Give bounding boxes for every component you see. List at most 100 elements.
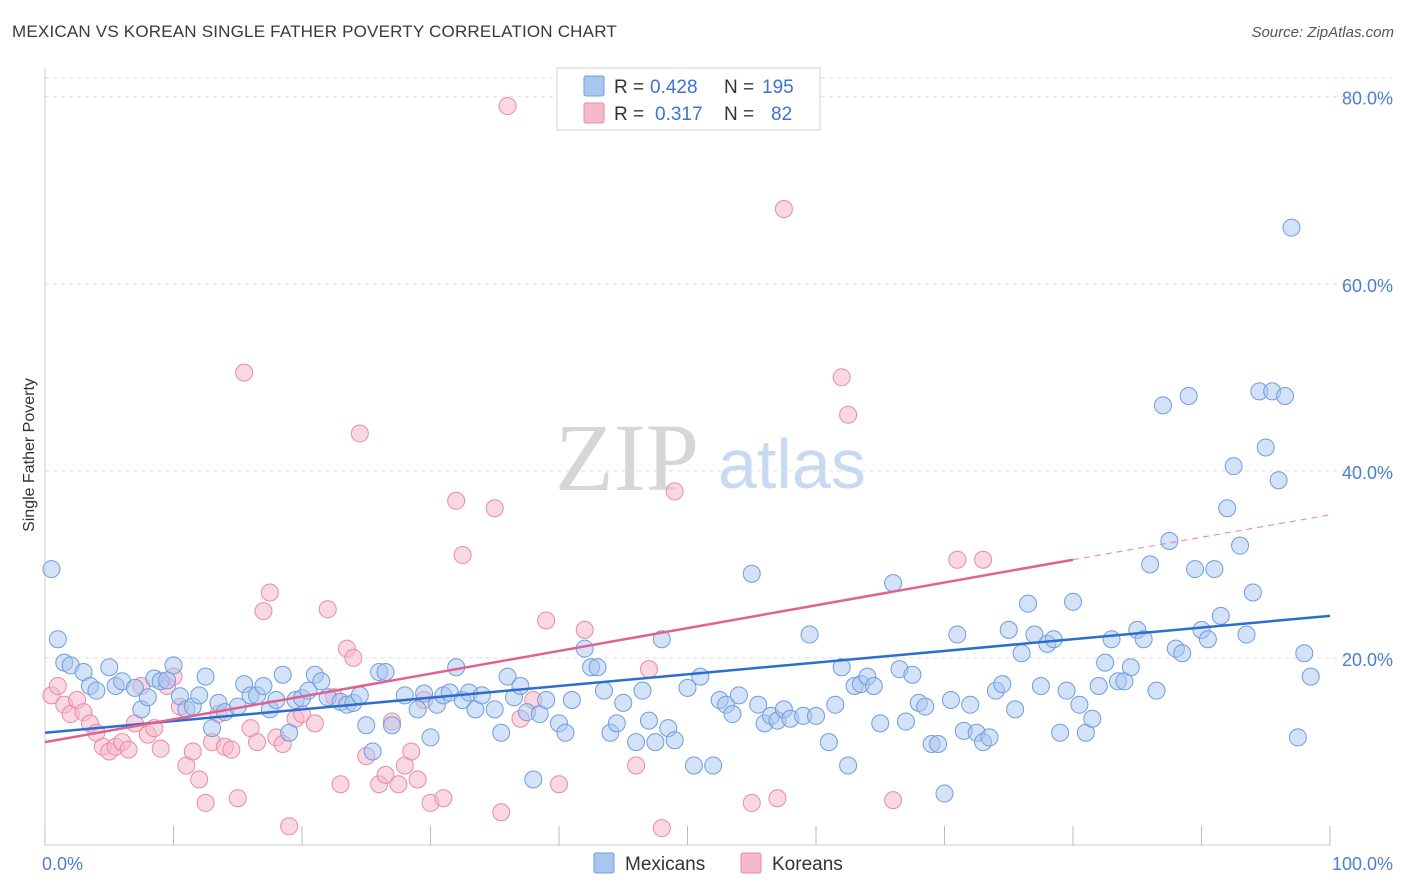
mexican-point-16 (164, 656, 183, 675)
mexican-point-75 (588, 658, 607, 677)
koreans-trend-extension (1072, 514, 1331, 561)
legend-r-label-koreans: R = (614, 104, 644, 125)
y-axis-label: Single Father Poverty (21, 378, 38, 532)
axes-layer (44, 68, 1331, 846)
korean-point-65 (537, 611, 556, 630)
mexican-point-159 (1173, 644, 1192, 663)
mexicans-points (42, 218, 1320, 803)
mexican-point-10 (125, 678, 144, 697)
mexican-point-94 (729, 686, 748, 705)
mexican-point-105 (819, 733, 838, 752)
korean-point-75 (832, 368, 851, 387)
korean-point-71 (665, 482, 684, 501)
mexican-point-65 (511, 676, 530, 695)
mexican-point-148 (1102, 630, 1121, 649)
mexican-point-84 (652, 630, 671, 649)
y-tick-label-20: 20.0% (1342, 650, 1393, 670)
korean-point-76 (839, 405, 858, 424)
mexican-point-20 (190, 686, 209, 705)
mexican-point-69 (537, 691, 556, 710)
x-tick-label-max: 100.0% (1332, 854, 1393, 874)
korean-point-49 (376, 765, 395, 784)
legend-n-value-koreans: 82 (771, 104, 792, 125)
mexican-point-163 (1198, 630, 1217, 649)
mexican-point-43 (350, 686, 369, 705)
mexican-point-117 (903, 665, 922, 684)
koreans-trend-line (44, 558, 1074, 744)
mexican-point-113 (871, 714, 890, 733)
legend-r-label-mexicans: R = (614, 77, 644, 98)
y-tick-label-60: 60.0% (1342, 276, 1393, 296)
mexican-point-123 (941, 691, 960, 710)
mexicans-trend-line (44, 614, 1331, 735)
korean-point-29 (228, 789, 247, 808)
mexican-point-153 (1134, 630, 1153, 649)
korean-point-45 (344, 648, 363, 667)
mexican-point-137 (1031, 676, 1050, 695)
y-tick-label-40: 40.0% (1342, 463, 1393, 483)
legend-r-value-mexicans: 0.428 (650, 77, 698, 98)
mexican-point-131 (993, 675, 1012, 694)
mexican-point-107 (832, 658, 851, 677)
bottom-legend-label-koreans: Koreans (772, 854, 843, 875)
mexican-point-143 (1070, 695, 1089, 714)
korean-point-1 (48, 676, 67, 695)
mexican-point-154 (1141, 555, 1160, 574)
legend-swatch-koreans (583, 102, 605, 124)
mexican-point-71 (556, 723, 575, 742)
mexican-point-45 (363, 742, 382, 761)
mexican-point-170 (1243, 583, 1262, 602)
korean-point-34 (260, 583, 279, 602)
korean-point-37 (280, 817, 299, 836)
mexican-point-108 (839, 756, 858, 775)
mexican-point-116 (896, 712, 915, 731)
mexican-point-119 (916, 697, 935, 716)
legend-n-label-mexicans: N = (724, 77, 754, 98)
mexican-point-50 (408, 700, 427, 719)
mexican-point-72 (562, 691, 581, 710)
mexican-point-133 (1006, 700, 1025, 719)
mexican-point-135 (1019, 594, 1038, 613)
mexican-point-122 (935, 784, 954, 803)
mexican-point-114 (884, 574, 903, 593)
mexican-point-103 (800, 625, 819, 644)
chart-source: Source: ZipAtlas.com (1251, 24, 1394, 41)
mexican-point-48 (382, 716, 401, 735)
korean-point-32 (248, 733, 267, 752)
mexican-point-63 (498, 667, 517, 686)
mexican-point-32 (273, 665, 292, 684)
mexican-point-134 (1012, 644, 1031, 663)
korean-point-69 (639, 660, 658, 679)
mexican-point-78 (607, 714, 626, 733)
bottom-legend-swatch-koreans (740, 852, 762, 874)
korean-point-43 (331, 775, 350, 794)
korean-point-68 (627, 756, 646, 775)
grid-layer: 20.0% 40.0% 60.0% 80.0% (45, 77, 1393, 670)
mexican-point-179 (1301, 667, 1320, 686)
trend-layer (44, 514, 1331, 744)
korean-point-53 (402, 742, 421, 761)
korean-point-78 (948, 550, 967, 569)
mexican-point-93 (723, 705, 742, 724)
mexican-point-21 (196, 667, 215, 686)
mexican-point-86 (665, 731, 684, 750)
korean-point-17 (151, 739, 170, 758)
mexican-point-142 (1064, 592, 1082, 611)
korean-point-54 (408, 770, 427, 789)
mexican-point-61 (485, 700, 504, 719)
mexican-point-157 (1160, 532, 1179, 551)
x-tick-label-min: 0.0% (42, 854, 83, 874)
korean-point-23 (190, 770, 209, 789)
mexican-point-83 (646, 733, 665, 752)
mexican-point-178 (1295, 644, 1314, 663)
mexican-point-126 (961, 695, 980, 714)
mexican-point-161 (1186, 560, 1205, 579)
korean-point-41 (318, 600, 337, 619)
mexican-point-52 (421, 728, 440, 747)
mexican-point-174 (1269, 471, 1288, 490)
mexican-point-177 (1288, 728, 1307, 747)
mexican-point-145 (1083, 709, 1102, 728)
legend-r-value-koreans: 0.317 (655, 104, 703, 125)
legend-n-value-mexicans: 195 (762, 77, 794, 98)
mexican-point-87 (678, 678, 697, 697)
